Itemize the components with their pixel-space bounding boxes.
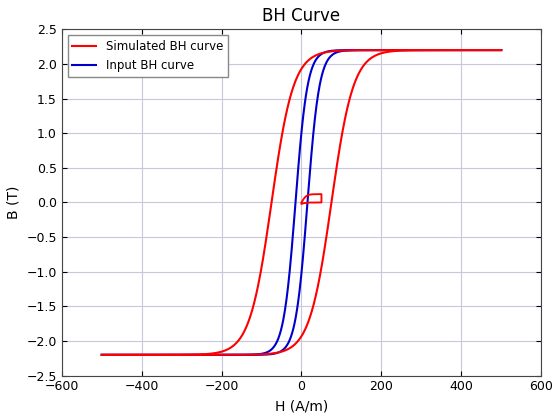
- Input BH curve: [99, 352, 105, 357]
- Legend: Simulated BH curve, Input BH curve: Simulated BH curve, Input BH curve: [68, 35, 227, 76]
- Simulated BH curve: [417, 47, 424, 52]
- Title: BH Curve: BH Curve: [263, 7, 340, 25]
- Input BH curve: [139, 352, 146, 357]
- Line: Input BH curve: Input BH curve: [102, 50, 501, 355]
- Simulated BH curve: [139, 352, 146, 357]
- X-axis label: H (A/m): H (A/m): [275, 399, 328, 413]
- Input BH curve: [373, 47, 380, 52]
- Input BH curve: [260, 352, 267, 357]
- Simulated BH curve: [498, 47, 505, 52]
- Input BH curve: [274, 350, 281, 355]
- Input BH curve: [417, 47, 424, 52]
- Simulated BH curve: [260, 352, 267, 357]
- Simulated BH curve: [373, 52, 380, 58]
- Simulated BH curve: [99, 352, 105, 357]
- Line: Simulated BH curve: Simulated BH curve: [102, 50, 501, 355]
- Input BH curve: [410, 47, 417, 52]
- Y-axis label: B (T): B (T): [7, 186, 21, 219]
- Simulated BH curve: [274, 350, 281, 355]
- Simulated BH curve: [410, 48, 417, 53]
- Input BH curve: [498, 47, 505, 52]
